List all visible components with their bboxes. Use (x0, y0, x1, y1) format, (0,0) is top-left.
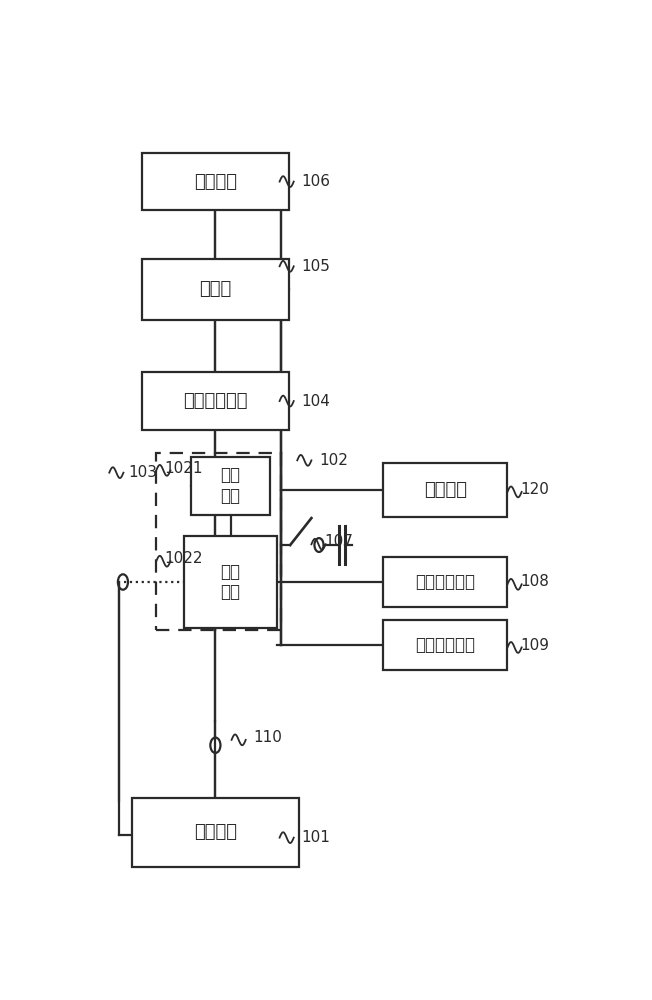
Bar (383, 463, 507, 517)
Bar (383, 620, 507, 670)
Bar (383, 557, 507, 607)
Text: 控制
单元: 控制 单元 (220, 563, 241, 601)
Bar (192, 457, 270, 515)
Text: 试验触头: 试验触头 (194, 173, 237, 191)
Bar (156, 453, 281, 630)
Bar (184, 536, 277, 628)
Text: 120: 120 (520, 482, 549, 497)
Text: 108: 108 (520, 574, 549, 589)
Bar (142, 372, 289, 430)
Text: 109: 109 (520, 638, 549, 653)
Text: 106: 106 (301, 174, 331, 189)
Bar (132, 798, 299, 867)
Text: 107: 107 (324, 534, 353, 549)
Text: 105: 105 (301, 259, 330, 274)
Text: 第一操作模块: 第一操作模块 (415, 573, 475, 591)
Text: 显示模块: 显示模块 (424, 481, 467, 499)
Text: 102: 102 (319, 453, 348, 468)
Text: 1022: 1022 (164, 551, 202, 566)
Text: 104: 104 (301, 394, 330, 409)
Text: 1021: 1021 (164, 461, 202, 476)
Text: 电源模块: 电源模块 (194, 823, 237, 841)
Text: 101: 101 (301, 830, 330, 845)
Text: 继电器: 继电器 (200, 280, 231, 298)
Text: 103: 103 (128, 465, 158, 480)
Bar (142, 153, 289, 210)
Text: 计数
单元: 计数 单元 (220, 466, 241, 505)
Text: 高压发生模块: 高压发生模块 (183, 392, 248, 410)
Text: 第二操作模块: 第二操作模块 (415, 636, 475, 654)
Text: 110: 110 (254, 730, 282, 745)
Bar (142, 259, 289, 320)
